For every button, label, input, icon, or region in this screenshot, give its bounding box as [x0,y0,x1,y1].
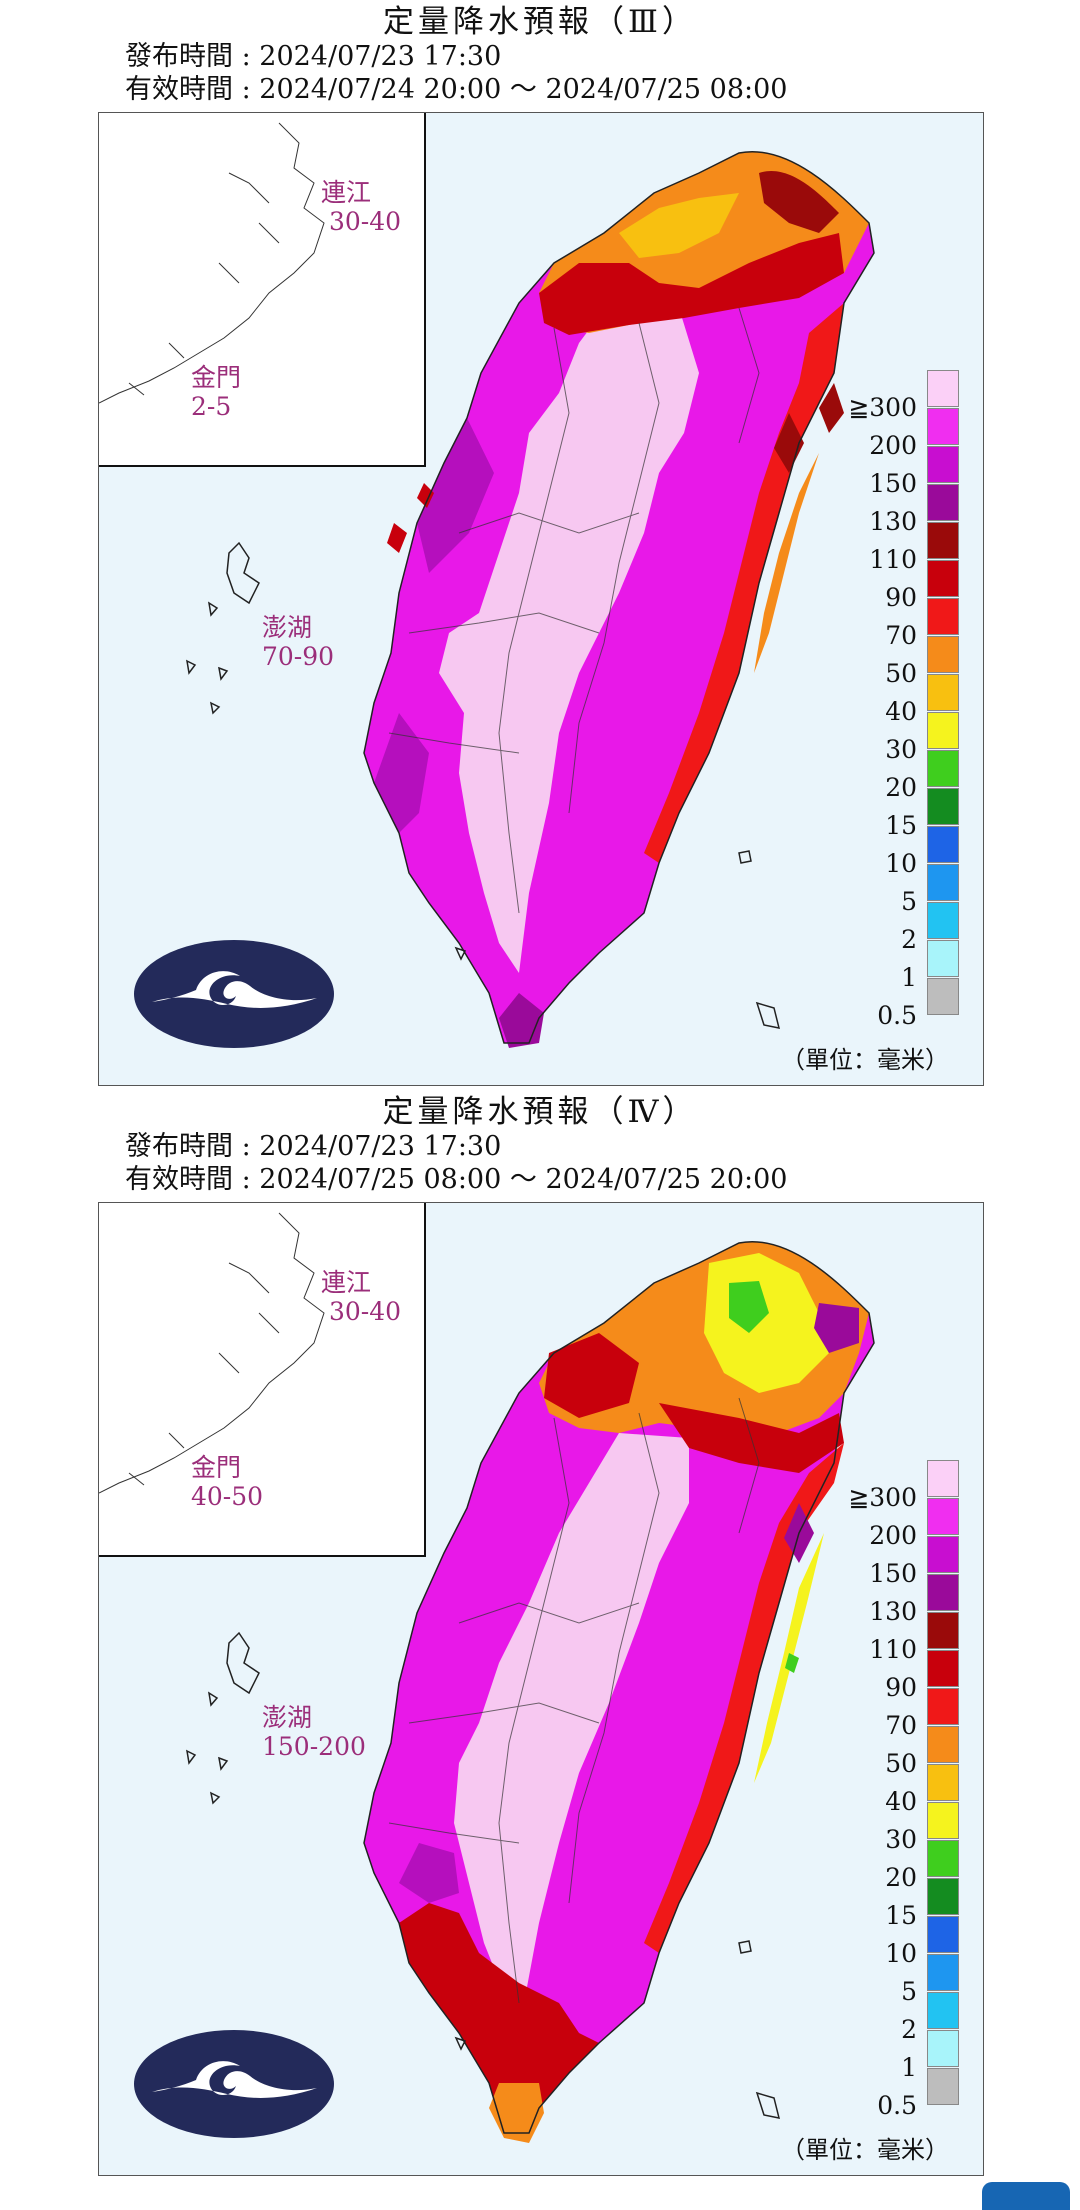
legend-tick-label: 90 [885,583,917,612]
forecast-panel-iii: 定量降水預報（Ⅲ） 發布時間 : 2024/07/23 17:30 有效時間 :… [0,0,1080,1090]
outlying-islands-inset [99,1203,426,1557]
legend-swatch [927,1612,959,1649]
legend-tick-label: ≧300 [848,393,917,422]
panel-title: 定量降水預報（Ⅳ） [382,1094,698,1130]
legend-swatch [927,598,959,635]
legend-swatch [927,1992,959,2029]
legend-tick-label: 1 [901,2053,917,2082]
legend-swatch [927,864,959,901]
legend-swatch [927,1954,959,1991]
mainland-coast-outline [99,122,325,404]
legend-tick-label: 0.5 [877,1001,917,1030]
legend-tick-label: 5 [901,1977,917,2006]
valid-time: 有效時間 : 2024/07/25 08:00 ～ 2024/07/25 20:… [125,1164,788,1195]
legend-swatch [927,826,959,863]
legend-tick-label: 50 [885,1749,917,1778]
legend-swatch [927,1878,959,1915]
legend-swatch [927,1726,959,1763]
mainland-coast-outline [99,1212,325,1494]
legend-tick-label: 10 [885,849,917,878]
legend-swatch [927,484,959,521]
issued-time: 發布時間 : 2024/07/23 17:30 [125,41,502,72]
legend-swatch [927,1688,959,1725]
legend-tick-label: 1 [901,963,917,992]
legend-swatch [927,674,959,711]
issued-time: 發布時間 : 2024/07/23 17:30 [125,1131,502,1162]
legend-swatch [927,1650,959,1687]
legend-tick-label: 2 [901,2015,917,2044]
legend-swatch [927,636,959,673]
legend-tick-label: 110 [869,545,917,574]
lienchiang-label: 連江 30-40 [321,178,402,236]
kinmen-label: 金門 2-5 [191,363,242,421]
cwa-logo [134,2030,334,2138]
legend-swatch [927,1574,959,1611]
legend-swatch [927,902,959,939]
outlying-islands-inset [99,113,426,467]
legend-tick-label: 2 [901,925,917,954]
legend-tick-label: 20 [885,773,917,802]
rainfall-map: 連江 30-40 金門 2-5 澎湖 70-90 ≧300 200 150 130 11… [98,112,984,1086]
legend-tick-label: 90 [885,1673,917,1702]
legend-tick-label: 10 [885,1939,917,1968]
legend-tick-label: 40 [885,1787,917,1816]
legend-swatch [927,408,959,445]
legend-swatch [927,750,959,787]
legend-tick-label: 70 [885,621,917,650]
legend-tick-label: 20 [885,1863,917,1892]
legend-tick-label: 110 [869,1635,917,1664]
legend-swatch [927,1802,959,1839]
legend-tick-label: 70 [885,1711,917,1740]
penghu-label: 澎湖 150-200 [262,1703,366,1761]
legend-swatch [927,446,959,483]
legend-swatch [927,2030,959,2067]
legend-swatch [927,788,959,825]
legend-tick-label: 50 [885,659,917,688]
legend-swatch [927,978,959,1015]
legend-swatch [927,1916,959,1953]
legend-swatch [927,1536,959,1573]
legend-swatch [927,370,959,407]
legend-swatch [927,1764,959,1801]
valid-time: 有效時間 : 2024/07/24 20:00 ～ 2024/07/25 08:… [125,74,788,105]
legend-tick-label: 150 [869,1559,917,1588]
legend-tick-label: 15 [885,811,917,840]
legend-tick-label: 130 [869,1597,917,1626]
penghu-label: 澎湖 70-90 [262,613,335,671]
unit-label: （單位：毫米） [781,1046,949,1074]
legend-tick-label: 15 [885,1901,917,1930]
legend-tick-label: ≧300 [848,1483,917,1512]
legend-tick-label: 30 [885,1825,917,1854]
legend-swatch [927,2068,959,2105]
taiwan-rainfall-shading [186,1240,875,2143]
kinmen-label: 金門 40-50 [191,1453,264,1511]
panel-title: 定量降水預報（Ⅲ） [383,4,697,40]
legend-swatch [927,1460,959,1497]
legend-tick-label: 150 [869,469,917,498]
legend-swatch [927,522,959,559]
cwa-logo [134,940,334,1048]
floating-action-tab[interactable] [982,2182,1070,2210]
legend-swatch [927,1498,959,1535]
legend-tick-label: 30 [885,735,917,764]
legend-swatch [927,940,959,977]
legend-tick-label: 5 [901,887,917,916]
legend-tick-label: 0.5 [877,2091,917,2120]
legend-tick-label: 130 [869,507,917,536]
legend-tick-label: 40 [885,697,917,726]
rainfall-map: 連江 30-40 金門 40-50 澎湖 150-200 ≧300 200 150 1… [98,1202,984,2176]
legend-swatch [927,712,959,749]
legend-tick-label: 200 [869,1521,917,1550]
lienchiang-label: 連江 30-40 [321,1268,402,1326]
legend-swatch [927,1840,959,1877]
taiwan-rainfall-shading [186,150,875,1048]
legend-swatch [927,560,959,597]
forecast-panel-iv: 定量降水預報（Ⅳ） 發布時間 : 2024/07/23 17:30 有效時間 :… [0,1090,1080,2180]
unit-label: （單位：毫米） [781,2136,949,2164]
legend-tick-label: 200 [869,431,917,460]
